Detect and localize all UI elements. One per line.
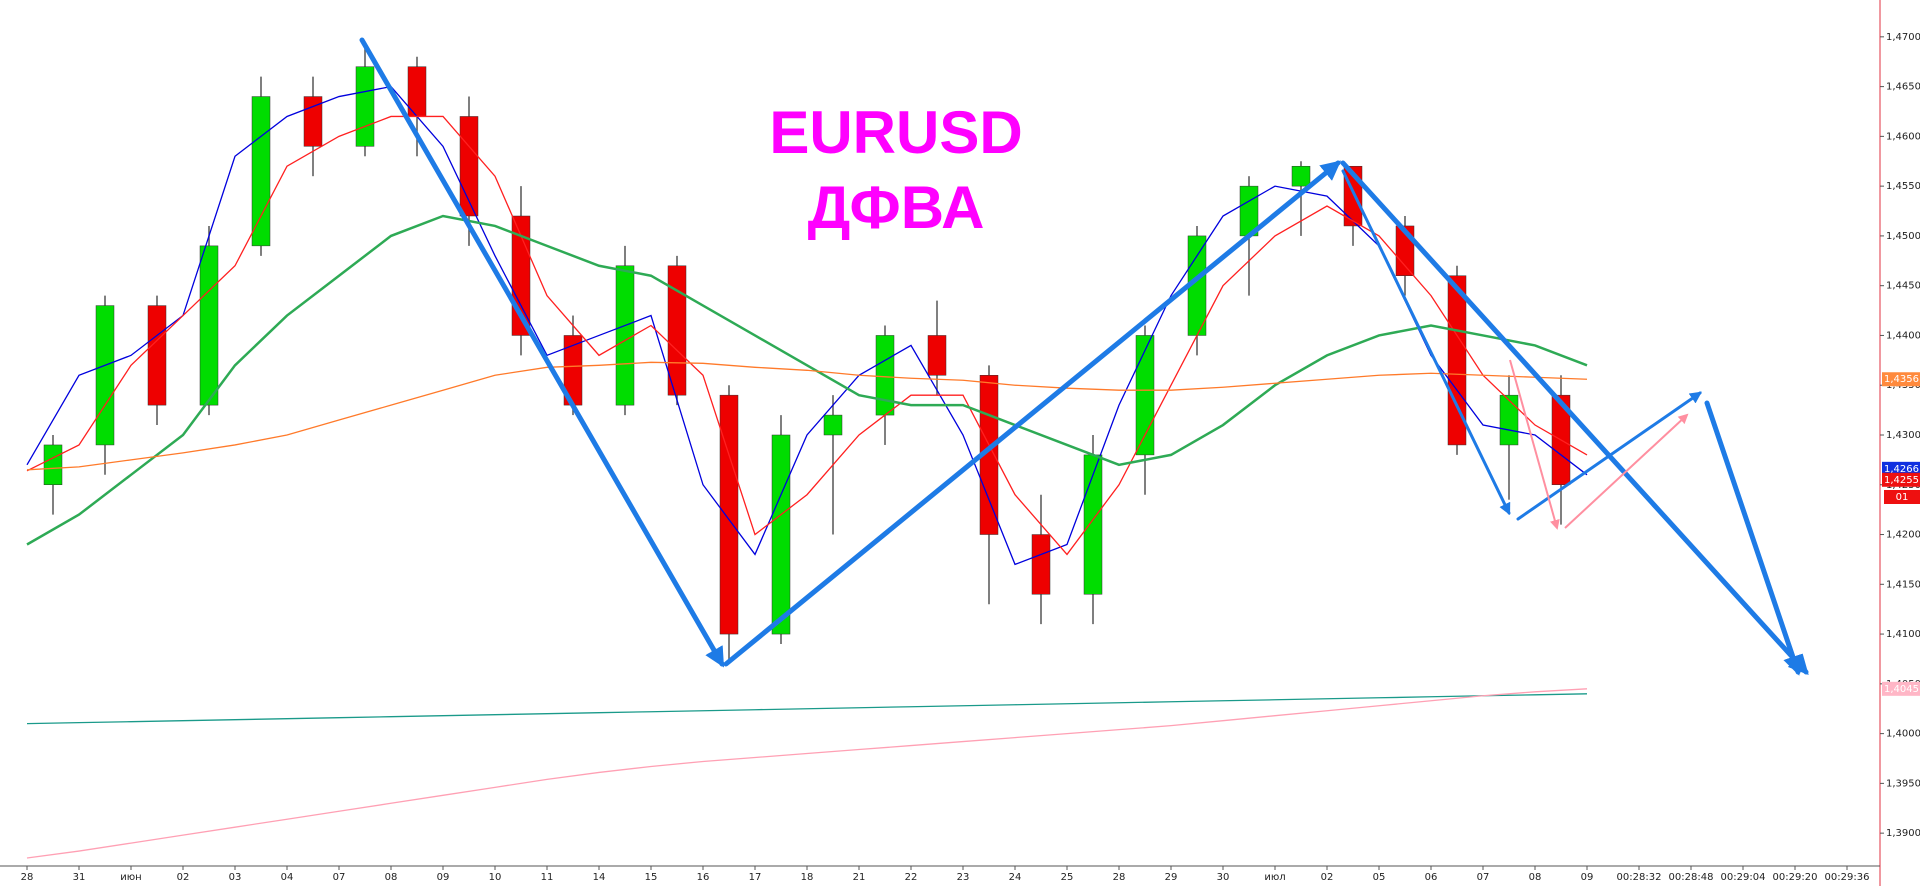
candle-body bbox=[1031, 534, 1051, 595]
ma-line bbox=[26, 115, 1588, 556]
y-tick-label: 1,4600 bbox=[1886, 131, 1920, 142]
plot bbox=[26, 41, 1588, 859]
x-tick-label: июл bbox=[1264, 872, 1285, 883]
candle-body bbox=[95, 305, 115, 446]
chart-title: EURUSD bbox=[769, 99, 1022, 166]
x-tick-label: 10 bbox=[489, 872, 502, 883]
price-tag-label: 1,4356 bbox=[1884, 374, 1919, 385]
y-tick-label: 1,4300 bbox=[1886, 430, 1920, 441]
price-tag bbox=[1882, 461, 1920, 476]
x-tick-label: 25 bbox=[1061, 872, 1074, 883]
annotation-tag: 01 bbox=[1896, 492, 1909, 503]
x-tick-label: 09 bbox=[1581, 872, 1594, 883]
price-tag bbox=[1882, 681, 1920, 696]
candle-body bbox=[1499, 394, 1519, 446]
arrow bbox=[723, 160, 1342, 667]
candle-body bbox=[1291, 165, 1311, 187]
arrow bbox=[359, 37, 725, 668]
x-tick-label: 00:29:36 bbox=[1825, 872, 1870, 883]
x-tick-label: 23 bbox=[957, 872, 970, 883]
candle-body bbox=[147, 305, 167, 406]
x-tick-label: 00:28:48 bbox=[1669, 872, 1714, 883]
y-tick-label: 1,4500 bbox=[1886, 231, 1920, 242]
y-tick-label: 1,4650 bbox=[1886, 82, 1920, 93]
price-tag bbox=[1882, 472, 1920, 487]
candle-body bbox=[303, 96, 323, 147]
ma-line bbox=[26, 85, 1588, 566]
x-tick-label: 11 bbox=[541, 872, 554, 883]
x-tick-label: 14 bbox=[593, 872, 606, 883]
y-tick-label: 1,4450 bbox=[1886, 281, 1920, 292]
candle-body bbox=[1447, 275, 1467, 446]
x-tick-label: 04 bbox=[281, 872, 294, 883]
x-tick-label: 06 bbox=[1425, 872, 1438, 883]
price-tag bbox=[1882, 372, 1920, 387]
x-tick-label: 28 bbox=[1113, 872, 1126, 883]
x-tick-label: 08 bbox=[385, 872, 398, 883]
price-tag-label: 1,4255 bbox=[1884, 475, 1919, 486]
x-tick-label: 00:28:32 bbox=[1617, 872, 1662, 883]
candle-body bbox=[355, 66, 375, 147]
y-tick-label: 1,3900 bbox=[1886, 828, 1920, 839]
x-tick-label: июн bbox=[120, 872, 141, 883]
candle-body bbox=[719, 394, 739, 635]
x-tick-label: 02 bbox=[1321, 872, 1334, 883]
y-tick-label: 1,4550 bbox=[1886, 181, 1920, 192]
x-tick-label: 00:29:04 bbox=[1721, 872, 1766, 883]
x-tick-label: 31 bbox=[73, 872, 86, 883]
candle-body bbox=[875, 335, 895, 416]
price-tag-label: 1,4266 bbox=[1884, 464, 1919, 475]
x-tick-label: 05 bbox=[1373, 872, 1386, 883]
y-tick-label: 1,4200 bbox=[1886, 530, 1920, 541]
arrow bbox=[1564, 413, 1689, 529]
x-tick-label: 03 bbox=[229, 872, 242, 883]
candle-body bbox=[199, 245, 219, 406]
x-tick-label: 28 bbox=[21, 872, 34, 883]
candle-body bbox=[43, 444, 63, 486]
x-tick-label: 15 bbox=[645, 872, 658, 883]
x-tick-label: 09 bbox=[437, 872, 450, 883]
x-tick-label: 24 bbox=[1009, 872, 1022, 883]
y-tick-label: 1,4150 bbox=[1886, 579, 1920, 590]
x-tick-label: 22 bbox=[905, 872, 918, 883]
arrow bbox=[1509, 359, 1560, 530]
x-tick-label: 07 bbox=[333, 872, 346, 883]
x-tick-label: 29 bbox=[1165, 872, 1178, 883]
x-tick-label: 08 bbox=[1529, 872, 1542, 883]
price-tag-label: 1,4045 bbox=[1884, 684, 1919, 695]
arrow bbox=[1341, 169, 1511, 516]
ma-line bbox=[26, 361, 1588, 471]
arrow bbox=[1704, 400, 1803, 676]
arrow bbox=[1340, 160, 1809, 675]
x-tick-label: 02 bbox=[177, 872, 190, 883]
x-tick-label: 17 bbox=[749, 872, 762, 883]
ma-line bbox=[26, 214, 1588, 546]
candle-body bbox=[823, 414, 843, 436]
candle-body bbox=[771, 434, 791, 635]
y-tick-label: 1,3950 bbox=[1886, 778, 1920, 789]
x-tick-label: 16 bbox=[697, 872, 710, 883]
y-tick-label: 1,4400 bbox=[1886, 330, 1920, 341]
y-tick-label: 1,4100 bbox=[1886, 629, 1920, 640]
ma-line bbox=[26, 688, 1588, 859]
candle-body bbox=[615, 265, 635, 406]
arrow bbox=[1516, 391, 1702, 521]
annotation-arrows bbox=[359, 37, 1809, 676]
candle-body bbox=[667, 265, 687, 396]
candle-body bbox=[1135, 335, 1155, 456]
candle-body bbox=[927, 335, 947, 376]
y-tick-label: 1,4700 bbox=[1886, 32, 1920, 43]
chart-subtitle: ДФВА bbox=[808, 174, 985, 241]
candle-body bbox=[251, 96, 271, 247]
annotation-tag-bg bbox=[1884, 490, 1920, 504]
x-tick-label: 30 bbox=[1217, 872, 1230, 883]
x-tick-label: 07 bbox=[1477, 872, 1490, 883]
ma-line bbox=[26, 693, 1588, 725]
x-tick-label: 18 bbox=[801, 872, 814, 883]
x-tick-label: 21 bbox=[853, 872, 866, 883]
y-tick-label: 1,4000 bbox=[1886, 729, 1920, 740]
x-tick-label: 00:29:20 bbox=[1773, 872, 1818, 883]
